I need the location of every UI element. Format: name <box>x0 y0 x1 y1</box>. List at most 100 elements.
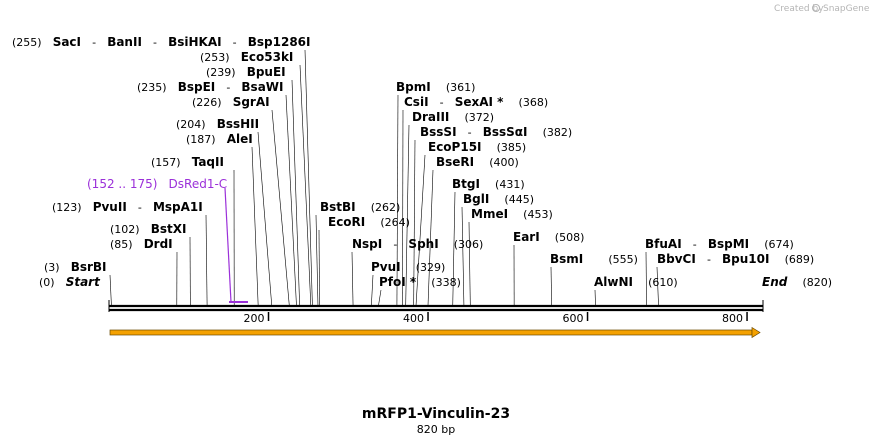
site-connector <box>109 274 112 306</box>
site-name: MspA1I <box>153 200 203 214</box>
site-name: DraIII <box>412 110 449 124</box>
feature-label-dsred1-c[interactable]: (152 .. 175) DsRed1-C <box>87 173 227 192</box>
site-pos: (239) <box>206 66 236 79</box>
orf-arrowhead-icon <box>751 326 761 339</box>
created-by-text: Created by <box>774 4 824 14</box>
site-name: BpmI <box>396 80 431 94</box>
site-label-102[interactable]: (102) BstXI <box>110 218 186 237</box>
site-label-338[interactable]: PfoI * (338) <box>379 271 461 290</box>
site-label-306[interactable]: NspI - SphI (306) <box>352 233 483 252</box>
site-name: PvuI <box>371 260 401 274</box>
site-label-226[interactable]: (226) SgrAI <box>192 91 270 110</box>
site-pos: (385) <box>497 141 527 154</box>
site-name: BstBI <box>320 200 356 214</box>
end-pos: (820) <box>802 276 832 289</box>
site-pos: (674) <box>764 238 794 251</box>
site-label-361[interactable]: BpmI (361) <box>396 76 475 95</box>
site-name: BssSαI <box>483 125 528 139</box>
site-pos: (264) <box>380 216 410 229</box>
site-connector <box>299 64 312 306</box>
site-pos: (555) <box>608 253 638 266</box>
site-label-264[interactable]: EcoRI (264) <box>328 211 410 230</box>
site-pos: (3) <box>44 261 60 274</box>
site-connector <box>257 131 273 306</box>
site-label-123[interactable]: (123) PvuII - MspA1I <box>52 196 203 215</box>
site-name: Bsp1286I <box>248 35 311 49</box>
site-pos: (187) <box>186 133 216 146</box>
site-connector <box>351 251 354 306</box>
site-pos: (306) <box>454 238 484 251</box>
start-label[interactable]: (0) Start <box>39 271 101 290</box>
ruler-tick-label: 600 <box>563 312 584 325</box>
site-label-431[interactable]: BtgI (431) <box>452 173 525 192</box>
site-label-368[interactable]: CsiI - SexAI * (368) <box>404 91 548 110</box>
site-pos: (255) <box>12 36 42 49</box>
site-connector <box>656 266 659 306</box>
site-label-674[interactable]: BfuAI - BspMI (674) <box>645 233 794 252</box>
site-name: TaqII <box>192 155 224 169</box>
site-pos: (102) <box>110 223 140 236</box>
site-name: Eco53kI <box>241 50 294 64</box>
site-label-235[interactable]: (235) BspEI - BsaWI <box>137 76 284 95</box>
start-name: Start <box>66 275 101 289</box>
site-name: EcoP15I <box>428 140 482 154</box>
site-label-382[interactable]: BssSI - BssSαI (382) <box>420 121 572 140</box>
site-label-187[interactable]: (187) AleI <box>186 128 253 147</box>
site-label-508[interactable]: EarI (508) <box>513 226 584 245</box>
site-label-204[interactable]: (204) BssHII <box>176 113 259 132</box>
site-name: Bpu10I <box>722 252 769 266</box>
site-label-555[interactable]: BsmI (555) <box>550 248 638 267</box>
site-label-85[interactable]: (85) DrdI <box>110 233 173 252</box>
site-name: MmeI <box>471 207 508 221</box>
ruler-tick-label: 200 <box>244 312 265 325</box>
end-label[interactable]: End (820) <box>762 271 832 290</box>
site-name: BspEI <box>178 80 216 94</box>
site-connector <box>205 214 208 306</box>
dna-sequence[interactable] <box>108 300 764 312</box>
site-connector <box>461 206 465 306</box>
site-label-329[interactable]: PvuI (329) <box>371 256 445 275</box>
site-connector <box>452 191 456 306</box>
start-pos: (0) <box>39 276 55 289</box>
site-connector <box>251 146 259 306</box>
site-label-400[interactable]: BseRI (400) <box>436 151 519 170</box>
site-label-157[interactable]: (157) TaqII <box>151 151 224 170</box>
site-pos: (123) <box>52 201 82 214</box>
site-connector <box>291 79 300 306</box>
site-label-253[interactable]: (253) Eco53kI <box>200 46 293 65</box>
site-pos: (610) <box>648 276 678 289</box>
site-name: SphI <box>408 237 438 251</box>
ruler-tick-label: 400 <box>403 312 424 325</box>
site-label-3[interactable]: (3) BsrBI <box>44 256 107 275</box>
site-name: DrdI <box>144 237 173 251</box>
site-pos: (445) <box>504 193 534 206</box>
feature-bar[interactable] <box>229 301 248 303</box>
site-connector <box>645 251 647 306</box>
site-name: PfoI * <box>379 275 417 289</box>
site-connector <box>318 229 320 306</box>
site-label-445[interactable]: BglI (445) <box>463 188 534 207</box>
site-label-255[interactable]: (255) SacI - BanII - BsiHKAI - Bsp1286I <box>12 31 311 50</box>
site-label-372[interactable]: DraIII (372) <box>412 106 494 125</box>
site-label-239[interactable]: (239) BpuEI <box>206 61 286 80</box>
site-name: BglI <box>463 192 489 206</box>
site-label-262[interactable]: BstBI (262) <box>320 196 400 215</box>
map-length: 820 bp <box>417 423 455 436</box>
site-pos: (431) <box>495 178 525 191</box>
site-label-453[interactable]: MmeI (453) <box>471 203 553 222</box>
map-title: mRFP1-Vinculin-23 <box>362 406 510 422</box>
site-name: EcoRI <box>328 215 365 229</box>
site-pos: (361) <box>446 81 476 94</box>
site-label-385[interactable]: EcoP15I (385) <box>428 136 526 155</box>
site-connector <box>271 109 290 306</box>
site-label-689[interactable]: BbvCI - Bpu10I (689) <box>657 248 814 267</box>
site-label-610[interactable]: AlwNI (610) <box>594 271 678 290</box>
site-pos: (157) <box>151 156 181 169</box>
site-name: BspMI <box>708 237 749 251</box>
feature-dsred1-c[interactable] <box>224 187 248 303</box>
site-name: BssSI <box>420 125 457 139</box>
site-name: BseRI <box>436 155 474 169</box>
orf-arrow[interactable] <box>109 326 761 339</box>
site-name: BpuEI <box>247 65 286 79</box>
